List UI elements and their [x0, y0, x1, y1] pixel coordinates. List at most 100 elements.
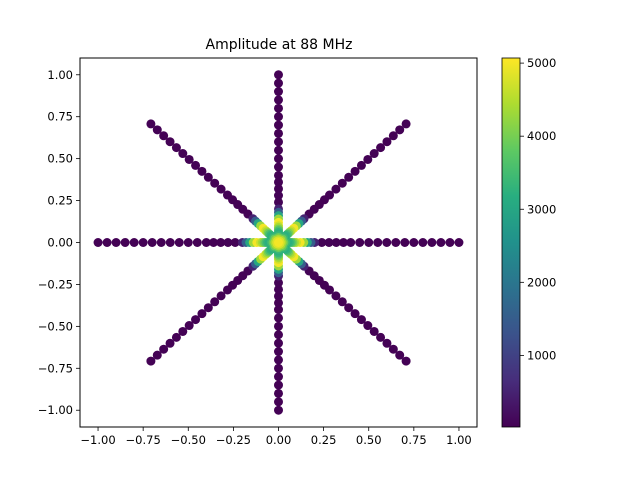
data-point: [274, 397, 283, 407]
data-point: [350, 309, 360, 319]
data-point: [274, 78, 283, 88]
data-point: [178, 326, 188, 336]
data-point: [274, 405, 283, 415]
data-point: [274, 355, 283, 365]
data-point: [184, 154, 194, 164]
data-point: [152, 350, 162, 360]
data-point: [102, 238, 112, 247]
data-point: [274, 291, 283, 301]
data-point: [201, 238, 211, 247]
data-point: [274, 338, 283, 348]
data-point: [317, 238, 327, 247]
data-point: [197, 166, 207, 176]
data-point: [156, 238, 166, 247]
data-point: [274, 128, 283, 138]
data-point: [274, 70, 283, 80]
data-point: [210, 178, 220, 188]
y-tick-label: −0.50: [38, 319, 73, 333]
data-point: [138, 238, 148, 247]
data-point: [183, 238, 193, 247]
x-tick-label: −0.75: [126, 433, 161, 447]
data-point: [369, 326, 379, 336]
data-point: [274, 170, 283, 180]
data-point: [274, 197, 283, 207]
x-tick-label: 0.50: [356, 433, 382, 447]
data-point: [184, 321, 194, 331]
data-point: [274, 137, 283, 147]
data-point: [197, 309, 207, 319]
x-axis: −1.00 −0.75 −0.50 −0.25 0.00 0.25 0.50 0.75 1.00: [80, 427, 472, 447]
y-tick-label: 0.25: [47, 194, 73, 208]
data-point: [400, 238, 410, 247]
data-point: [324, 238, 334, 247]
data-point: [274, 103, 283, 113]
colorbar-tick-label: 1000: [527, 348, 556, 362]
data-point: [129, 238, 139, 247]
data-point: [391, 238, 401, 247]
data-point: [274, 112, 283, 122]
y-axis: −1.00 −0.75 −0.50 −0.25 0.00 0.25 0.50 0.75 1.00: [38, 68, 80, 417]
chart-title: Amplitude at 88 MHz: [206, 37, 353, 53]
data-point: [445, 238, 455, 247]
data-point: [159, 344, 169, 354]
data-point: [274, 145, 283, 155]
data-point: [401, 356, 411, 366]
data-point: [159, 131, 169, 141]
data-point: [216, 238, 226, 247]
data-point: [191, 160, 201, 170]
y-tick-label: 1.00: [47, 68, 73, 82]
data-point: [382, 338, 392, 348]
data-point: [363, 154, 373, 164]
y-tick-label: 0.75: [47, 110, 73, 124]
x-tick-label: 0.75: [401, 433, 427, 447]
x-tick-label: −0.50: [171, 433, 206, 447]
data-point: [274, 95, 283, 105]
data-point: [274, 191, 283, 201]
data-point: [171, 143, 181, 153]
colorbar-axis: 1000 2000 3000 4000 5000: [520, 56, 556, 362]
data-point: [171, 332, 181, 342]
data-point: [165, 137, 175, 147]
x-tick-label: 0.25: [311, 433, 337, 447]
data-point: [203, 172, 213, 182]
data-point: [230, 238, 240, 247]
data-point: [165, 238, 175, 247]
colorbar-tick-label: 2000: [527, 275, 556, 289]
data-point: [209, 238, 219, 247]
data-point: [274, 363, 283, 373]
data-point: [274, 321, 283, 331]
data-point: [216, 291, 226, 301]
data-point: [395, 125, 405, 135]
data-point: [427, 238, 437, 247]
y-tick-label: −0.25: [38, 277, 73, 291]
data-point: [331, 184, 341, 194]
data-point: [152, 125, 162, 135]
data-point: [363, 321, 373, 331]
colorbar-tick-label: 4000: [527, 129, 556, 143]
data-point: [274, 284, 283, 294]
x-tick-label: 0.00: [266, 433, 292, 447]
data-point: [274, 184, 283, 194]
data-point: [165, 338, 175, 348]
data-point: [382, 238, 392, 247]
y-tick-label: −0.75: [38, 361, 73, 375]
data-point: [93, 238, 103, 247]
data-point: [216, 184, 226, 194]
data-point: [344, 172, 354, 182]
colorbar: [501, 57, 521, 428]
data-point: [274, 120, 283, 130]
data-point: [274, 313, 283, 323]
data-point: [274, 177, 283, 187]
data-point: [388, 131, 398, 141]
data-point: [344, 303, 354, 313]
data-point: [274, 388, 283, 398]
data-point: [418, 238, 428, 247]
data-point: [346, 238, 356, 247]
data-point: [337, 178, 347, 188]
data-point: [376, 143, 386, 153]
data-point: [274, 347, 283, 357]
data-point: [274, 87, 283, 97]
data-point: [382, 137, 392, 147]
data-point: [331, 238, 341, 247]
